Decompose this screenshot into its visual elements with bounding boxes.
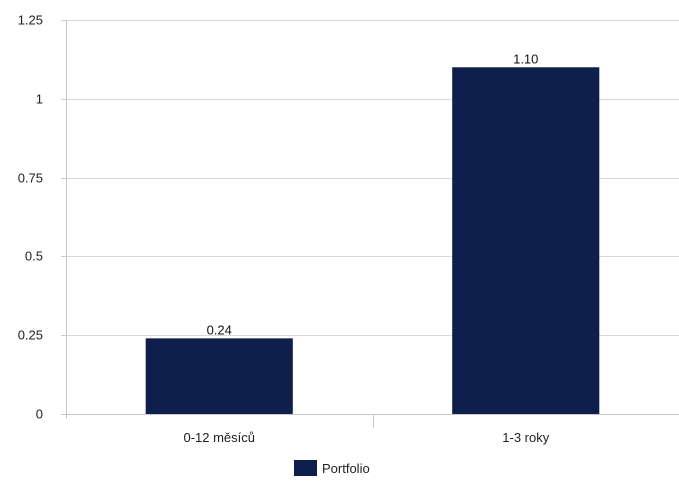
x-category-label: 1-3 roky: [502, 430, 549, 445]
bar-2: [452, 67, 600, 414]
y-tick-label: 0.75: [18, 171, 43, 186]
y-tick-label: 1.25: [18, 13, 43, 28]
y-tick-label: 0.5: [25, 249, 43, 264]
labels: 0 0.25 0.5 0.75 1 1.25 0.24 0-12 měsíců 1.10 1-3 …: [18, 13, 550, 446]
bar-1: [145, 338, 293, 414]
data-label: 1.10: [513, 51, 538, 66]
x-category-label: 0-12 měsíců: [183, 430, 255, 445]
axes: [61, 20, 679, 428]
y-tick-label: 1: [36, 92, 43, 107]
y-tick-label: 0.25: [18, 328, 43, 343]
legend: Portfolio: [294, 460, 370, 476]
legend-swatch: [294, 460, 317, 476]
data-label: 0.24: [207, 322, 232, 337]
bars: [145, 67, 600, 414]
y-tick-label: 0: [36, 407, 43, 422]
legend-label: Portfolio: [322, 461, 370, 476]
